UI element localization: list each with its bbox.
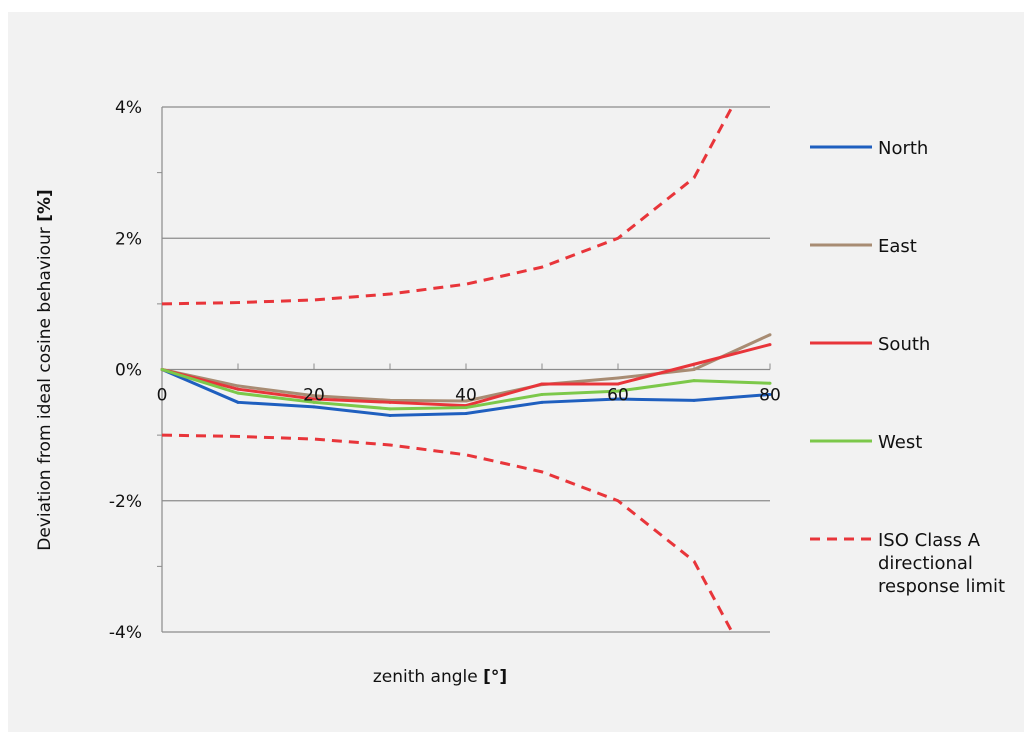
data-point-south [616, 382, 620, 386]
data-point-east [464, 399, 468, 403]
x-tick-label: 40 [455, 386, 477, 406]
y-tick-label: 2% [115, 229, 142, 249]
data-point-west [236, 391, 240, 395]
y-tick-label: 0% [115, 361, 142, 381]
data-point-south [236, 387, 240, 391]
data-point-north [236, 400, 240, 404]
data-point-north [388, 413, 392, 417]
data-point-west [160, 368, 164, 371]
data-point-south [388, 400, 392, 404]
data-point-south [692, 362, 696, 366]
legend-label: West [878, 432, 922, 453]
x-tick-label: 80 [759, 386, 781, 406]
data-point-north [540, 400, 544, 404]
data-point-east [768, 333, 772, 337]
legend-item-south: South [810, 334, 930, 355]
data-point-east [236, 384, 240, 388]
x-tick-label: 20 [303, 386, 325, 406]
data-point-south [540, 382, 544, 386]
data-point-south [312, 397, 316, 401]
data-point-west [692, 379, 696, 383]
chart-svg: 4% 2% 0% -2% -4% 0 20 40 60 80 North East South West… [35, 98, 1005, 687]
x-axis-title: zenith angle [°] [373, 667, 507, 687]
data-point-east [692, 368, 696, 371]
x-tick-label: 0 [157, 386, 168, 406]
legend-label: South [878, 334, 930, 355]
series-line-iso-lower [161, 433, 734, 632]
data-point-south [768, 343, 772, 347]
y-tick-label: -4% [109, 623, 142, 643]
data-point-east [312, 394, 316, 398]
data-point-west [312, 400, 316, 404]
legend-item-west: West [810, 432, 922, 453]
data-point-west [768, 381, 772, 385]
chart-frame: 4% 2% 0% -2% -4% 0 20 40 60 80 North East South West… [8, 12, 1024, 732]
data-point-north [692, 398, 696, 402]
data-point-east [616, 376, 620, 380]
y-tick-label: 4% [115, 98, 142, 118]
data-point-west [464, 406, 468, 410]
legend-label: East [878, 236, 917, 257]
data-point-west [616, 389, 620, 393]
data-point-north [464, 411, 468, 415]
data-point-north [616, 397, 620, 401]
series-line-iso-upper [161, 107, 734, 306]
y-tick-label: -2% [109, 492, 142, 512]
x-tick-label: 60 [607, 386, 629, 406]
data-point-west [540, 392, 544, 396]
legend-label: North [878, 138, 928, 159]
legend-item-north: North [810, 138, 928, 159]
data-point-north [768, 392, 772, 396]
data-point-west [388, 407, 392, 411]
y-axis-title: Deviation from ideal cosine behaviour [%… [35, 189, 55, 551]
legend-item-east: East [810, 236, 917, 257]
data-point-north [312, 405, 316, 409]
